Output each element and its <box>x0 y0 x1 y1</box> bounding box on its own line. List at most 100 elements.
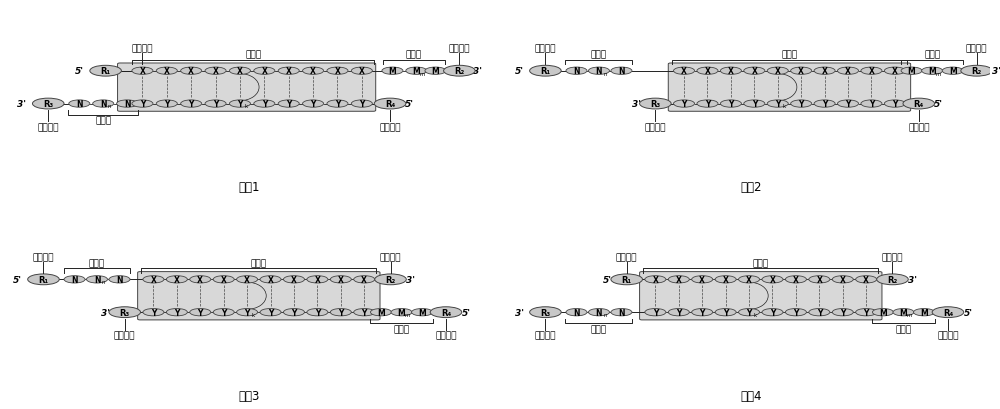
Text: 5': 5' <box>462 308 471 317</box>
Ellipse shape <box>354 309 375 316</box>
Text: 反应位点: 反应位点 <box>535 44 556 53</box>
Text: 形式3: 形式3 <box>238 389 260 402</box>
Ellipse shape <box>901 68 922 75</box>
Text: X: X <box>676 275 682 284</box>
Text: Y: Y <box>676 308 681 317</box>
Ellipse shape <box>739 276 760 283</box>
Text: M: M <box>412 67 420 76</box>
Ellipse shape <box>86 276 108 283</box>
Ellipse shape <box>791 68 812 75</box>
Text: Y: Y <box>822 100 827 109</box>
Ellipse shape <box>611 309 632 316</box>
Text: 配对区: 配对区 <box>393 324 410 333</box>
Text: X: X <box>291 275 297 284</box>
Ellipse shape <box>611 274 642 285</box>
Ellipse shape <box>205 68 226 75</box>
Ellipse shape <box>90 66 121 77</box>
Text: 反应位点: 反应位点 <box>37 123 59 132</box>
Ellipse shape <box>785 309 806 316</box>
Ellipse shape <box>278 68 299 75</box>
Ellipse shape <box>32 99 64 110</box>
Text: X: X <box>286 67 292 76</box>
Text: 形式1: 形式1 <box>238 181 260 193</box>
Ellipse shape <box>254 101 275 108</box>
Text: Y: Y <box>770 308 775 317</box>
Text: X: X <box>268 275 273 284</box>
Text: M: M <box>398 308 405 317</box>
Ellipse shape <box>166 309 187 316</box>
Text: Y: Y <box>793 308 799 317</box>
Text: Y: Y <box>863 308 869 317</box>
Text: Y: Y <box>140 100 145 109</box>
Text: X: X <box>314 275 320 284</box>
Text: R₄: R₄ <box>943 308 953 317</box>
Ellipse shape <box>814 68 835 75</box>
Ellipse shape <box>307 276 328 283</box>
Text: n: n <box>101 279 105 285</box>
Text: X: X <box>237 67 243 76</box>
Text: R₃: R₃ <box>540 308 550 317</box>
Text: m: m <box>936 71 941 76</box>
Text: Y: Y <box>291 308 297 317</box>
Ellipse shape <box>668 309 689 316</box>
Text: 配对区: 配对区 <box>924 51 940 60</box>
Text: X: X <box>139 67 145 76</box>
Text: X: X <box>164 67 170 76</box>
Ellipse shape <box>190 276 211 283</box>
Text: Y: Y <box>892 100 898 109</box>
Ellipse shape <box>762 276 783 283</box>
Ellipse shape <box>406 68 427 75</box>
Text: M: M <box>377 308 385 317</box>
Text: 3': 3' <box>406 275 415 284</box>
Ellipse shape <box>856 276 877 283</box>
Ellipse shape <box>809 309 830 316</box>
Text: Y: Y <box>746 308 752 317</box>
Ellipse shape <box>156 68 177 75</box>
Text: k: k <box>782 104 786 109</box>
Ellipse shape <box>720 68 741 75</box>
Ellipse shape <box>374 99 406 110</box>
Ellipse shape <box>884 101 905 108</box>
Text: X: X <box>840 275 846 284</box>
Ellipse shape <box>668 276 689 283</box>
Ellipse shape <box>893 309 914 316</box>
Text: k: k <box>245 104 248 109</box>
Ellipse shape <box>303 101 324 108</box>
Text: Y: Y <box>164 100 169 109</box>
Ellipse shape <box>351 101 372 108</box>
Text: 配对区: 配对区 <box>591 51 607 60</box>
Text: Y: Y <box>869 100 874 109</box>
Text: Y: Y <box>188 100 194 109</box>
Ellipse shape <box>697 101 718 108</box>
Ellipse shape <box>213 309 234 316</box>
Text: 3': 3' <box>17 100 26 109</box>
Ellipse shape <box>720 101 741 108</box>
Ellipse shape <box>785 276 806 283</box>
Text: Y: Y <box>268 308 273 317</box>
Text: X: X <box>845 67 851 76</box>
Text: X: X <box>775 67 781 76</box>
Text: Y: Y <box>286 100 291 109</box>
Text: 反应位点: 反应位点 <box>33 252 54 261</box>
Text: X: X <box>188 67 194 76</box>
Ellipse shape <box>922 68 943 75</box>
Text: X: X <box>213 67 218 76</box>
Text: 5': 5' <box>603 275 612 284</box>
Text: N: N <box>124 100 130 109</box>
Ellipse shape <box>330 309 351 316</box>
Text: X: X <box>338 275 344 284</box>
Text: 3': 3' <box>908 275 917 284</box>
FancyBboxPatch shape <box>138 272 380 320</box>
Text: X: X <box>197 275 203 284</box>
Text: Y: Y <box>198 308 203 317</box>
Ellipse shape <box>884 68 905 75</box>
Text: 反应位点: 反应位点 <box>380 252 401 261</box>
Text: X: X <box>822 67 828 76</box>
Ellipse shape <box>588 68 609 75</box>
Ellipse shape <box>674 101 695 108</box>
Ellipse shape <box>588 309 609 316</box>
Text: 反应位点: 反应位点 <box>882 252 903 261</box>
Text: Y: Y <box>244 308 250 317</box>
Ellipse shape <box>861 68 882 75</box>
Ellipse shape <box>327 68 348 75</box>
